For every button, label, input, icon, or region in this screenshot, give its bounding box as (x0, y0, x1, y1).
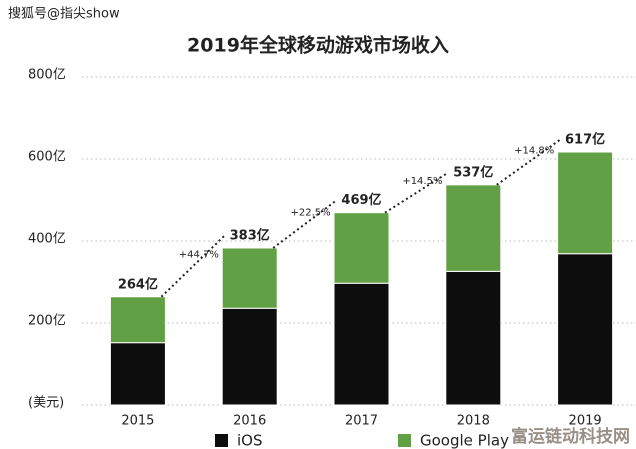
growth-label: +44.7% (179, 249, 219, 260)
y-tick-label: 400亿 (28, 232, 66, 247)
y-tick-label: (美元) (28, 396, 64, 411)
watermark: 富运链动科技网 (511, 426, 630, 447)
total-label: 469亿 (341, 192, 381, 208)
x-tick-label: 2017 (345, 414, 378, 429)
total-label: 383亿 (230, 227, 270, 243)
bar-segment (445, 270, 502, 406)
growth-line (272, 199, 337, 249)
y-tick-label: 600亿 (28, 150, 66, 165)
total-label: 537亿 (453, 164, 493, 180)
y-tick-label: 200亿 (28, 314, 66, 329)
bar-segment (221, 307, 278, 406)
bar-segment (333, 282, 390, 406)
legend-swatch (215, 434, 228, 447)
watermark: 搜狐号@指尖show (8, 7, 120, 22)
bar-segment (221, 247, 278, 309)
x-tick-label: 2018 (457, 414, 490, 429)
growth-line (384, 171, 449, 214)
x-tick-label: 2015 (121, 414, 154, 429)
x-tick-label: 2019 (569, 414, 602, 429)
growth-label: +22.5% (291, 207, 331, 218)
bar-segment (109, 342, 166, 406)
bar-segment (333, 212, 390, 284)
legend-label: Google Play (420, 432, 509, 449)
chart-title: 2019年全球移动游戏市场收入 (187, 34, 449, 57)
bar-segment (557, 253, 614, 406)
y-tick-label: 800亿 (28, 68, 66, 83)
growth-label: +14.5% (402, 176, 442, 187)
legend-label: iOS (237, 432, 263, 449)
growth-label: +14.8% (514, 145, 554, 156)
total-label: 264亿 (118, 276, 158, 292)
bar-segment (557, 151, 614, 255)
x-tick-label: 2016 (233, 414, 266, 429)
bar-segment (445, 184, 502, 272)
legend-swatch (398, 434, 411, 447)
bar-segment (109, 296, 166, 344)
total-label: 617亿 (565, 132, 605, 148)
growth-line (160, 235, 225, 298)
